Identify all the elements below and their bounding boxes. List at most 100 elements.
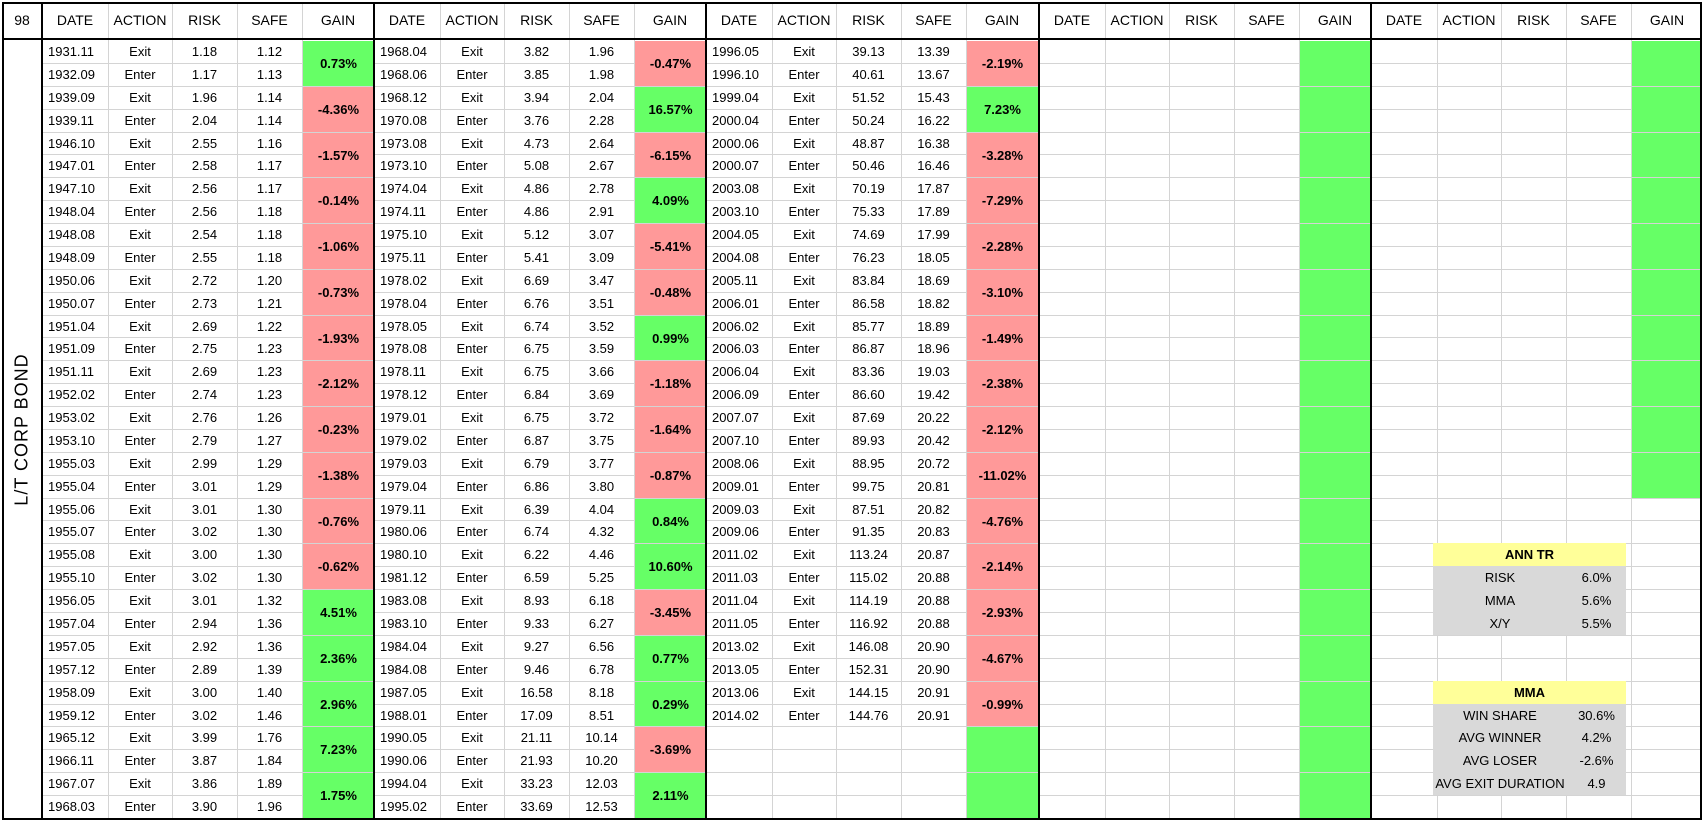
cell-date[interactable]: 1979.02 xyxy=(380,433,427,448)
cell-risk[interactable] xyxy=(1501,452,1566,475)
gain-cell[interactable]: -1.57% xyxy=(303,133,374,177)
cell-risk[interactable]: 3.02 xyxy=(191,707,218,723)
header-safe[interactable]: SAFE xyxy=(1580,12,1617,28)
cell-safe[interactable]: 16.38 xyxy=(917,135,950,151)
cell-safe[interactable] xyxy=(1234,498,1299,520)
cell-risk[interactable]: 2.76 xyxy=(191,410,218,425)
cell-risk[interactable] xyxy=(1501,200,1566,223)
cell-risk[interactable] xyxy=(1169,246,1234,269)
cell-risk[interactable]: 6.87 xyxy=(523,433,550,448)
cell-date[interactable]: 1980.06 xyxy=(380,524,427,539)
cell-action[interactable] xyxy=(1437,246,1501,269)
cell-action[interactable]: Enter xyxy=(124,616,156,631)
cell-safe[interactable]: 1.89 xyxy=(256,776,283,791)
cell-action[interactable]: Exit xyxy=(129,685,151,700)
cell-risk[interactable] xyxy=(1501,246,1566,269)
gain-cell[interactable]: -0.99% xyxy=(967,682,1038,726)
cell-action[interactable]: Exit xyxy=(793,593,815,608)
cell-safe[interactable]: 1.27 xyxy=(256,433,283,448)
cell-date[interactable]: 1978.04 xyxy=(380,296,427,311)
cell-risk[interactable]: 3.76 xyxy=(523,113,550,128)
cell-risk[interactable]: 6.84 xyxy=(523,387,550,402)
cell-safe[interactable]: 1.96 xyxy=(588,44,615,59)
cell-risk[interactable]: 2.54 xyxy=(191,227,218,242)
cell-safe[interactable] xyxy=(1234,589,1299,612)
cell-risk[interactable]: 3.94 xyxy=(523,90,550,105)
cell-risk[interactable]: 2.94 xyxy=(191,616,218,631)
cell-date[interactable]: 2013.06 xyxy=(712,685,759,700)
cell-risk[interactable]: 146.08 xyxy=(848,639,889,654)
cell-risk[interactable]: 3.99 xyxy=(191,730,218,745)
gain-cell[interactable]: -11.02% xyxy=(967,453,1038,498)
header-date[interactable]: DATE xyxy=(388,12,426,28)
cell-action[interactable]: Exit xyxy=(793,227,815,242)
cell-risk[interactable]: 33.69 xyxy=(520,799,553,814)
cell-date[interactable] xyxy=(1039,589,1105,612)
cell-date[interactable]: 1955.03 xyxy=(48,456,95,471)
cell-risk[interactable] xyxy=(1169,498,1234,520)
cell-date[interactable]: 2008.06 xyxy=(712,456,759,471)
cell-action[interactable] xyxy=(1105,177,1169,200)
gain-cell[interactable]: 0.99% xyxy=(635,316,706,360)
cell-risk[interactable]: 3.01 xyxy=(191,501,218,517)
cell-action[interactable]: Exit xyxy=(793,181,815,196)
ann_tr-value[interactable]: 6.0% xyxy=(1567,566,1626,589)
cell-action[interactable]: Enter xyxy=(788,662,820,677)
cell-action[interactable]: Enter xyxy=(788,204,820,219)
gain-cell[interactable] xyxy=(1632,773,1702,818)
cell-action[interactable] xyxy=(1437,63,1501,86)
cell-date[interactable]: 2006.04 xyxy=(712,364,759,379)
cell-action[interactable] xyxy=(1105,269,1169,292)
cell-date[interactable] xyxy=(1371,200,1437,223)
cell-date[interactable] xyxy=(1371,566,1437,589)
gain-cell[interactable] xyxy=(1300,773,1371,818)
gain-cell[interactable] xyxy=(967,727,1038,772)
cell-date[interactable] xyxy=(1371,704,1437,726)
cell-date[interactable] xyxy=(1371,520,1437,543)
cell-risk[interactable]: 6.75 xyxy=(523,364,550,379)
cell-safe[interactable]: 1.18 xyxy=(256,250,283,265)
cell-date[interactable] xyxy=(1039,749,1105,772)
cell-action[interactable] xyxy=(1437,452,1501,475)
cell-action[interactable] xyxy=(1105,520,1169,543)
cell-action[interactable]: Enter xyxy=(788,67,820,82)
cell-risk[interactable] xyxy=(1501,109,1566,132)
header-safe[interactable]: SAFE xyxy=(915,12,952,28)
cell-date[interactable] xyxy=(1039,726,1105,749)
cell-risk[interactable]: 21.11 xyxy=(520,730,553,745)
cell-risk[interactable] xyxy=(1501,132,1566,154)
gain-cell[interactable] xyxy=(1300,590,1371,635)
cell-risk[interactable] xyxy=(1501,406,1566,429)
cell-safe[interactable]: 1.17 xyxy=(256,181,283,196)
cell-safe[interactable]: 16.22 xyxy=(917,113,950,128)
cell-action[interactable] xyxy=(1437,406,1501,429)
cell-risk[interactable] xyxy=(1501,154,1566,177)
cell-action[interactable]: Exit xyxy=(129,90,151,105)
cell-date[interactable]: 1996.05 xyxy=(712,44,759,59)
cell-risk[interactable] xyxy=(836,749,901,772)
cell-action[interactable]: Enter xyxy=(456,479,488,494)
cell-action[interactable]: Exit xyxy=(793,135,815,151)
cell-date[interactable] xyxy=(1371,749,1437,772)
gain-cell[interactable]: -1.06% xyxy=(303,224,374,269)
cell-risk[interactable] xyxy=(1501,177,1566,200)
cell-date[interactable] xyxy=(1039,520,1105,543)
cell-date[interactable] xyxy=(1039,109,1105,132)
gain-cell[interactable] xyxy=(1632,133,1702,177)
cell-risk[interactable]: 83.36 xyxy=(852,364,885,379)
cell-date[interactable] xyxy=(1039,315,1105,337)
cell-risk[interactable]: 5.08 xyxy=(523,158,550,173)
mma-value[interactable]: 4.2% xyxy=(1567,726,1626,749)
cell-safe[interactable]: 1.84 xyxy=(256,753,283,768)
header-risk[interactable]: RISK xyxy=(852,12,885,28)
cell-date[interactable]: 2006.02 xyxy=(712,318,759,334)
cell-action[interactable]: Enter xyxy=(456,662,488,677)
cell-safe[interactable]: 6.78 xyxy=(588,662,615,677)
cell-action[interactable] xyxy=(1437,315,1501,337)
cell-safe[interactable]: 17.87 xyxy=(917,181,950,196)
cell-action[interactable]: Exit xyxy=(129,547,151,562)
cell-date[interactable] xyxy=(1371,658,1437,681)
cell-date[interactable] xyxy=(1039,360,1105,383)
cell-date[interactable] xyxy=(1371,269,1437,292)
gain-cell[interactable] xyxy=(1300,727,1371,772)
